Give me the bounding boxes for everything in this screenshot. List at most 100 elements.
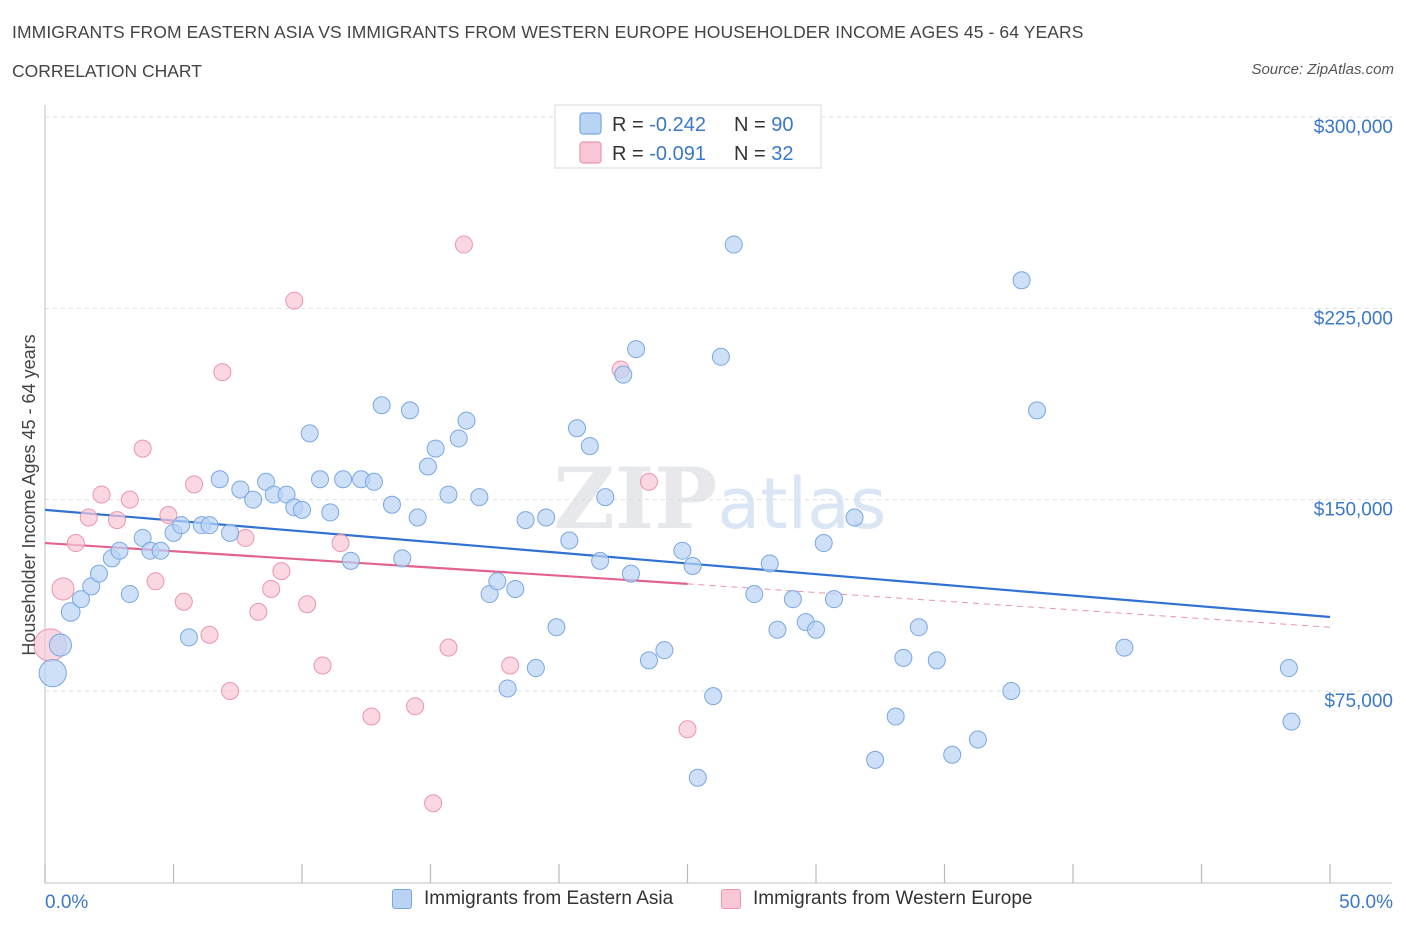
point-eastern-asia-28 (321, 503, 340, 522)
point-western-europe-6 (120, 490, 139, 509)
point-eastern-asia-51 (547, 618, 566, 637)
point-western-europe-13 (213, 363, 232, 382)
legend-top: R = -0.242 N = 90 R = -0.091 N = 32 (554, 104, 822, 169)
point-western-europe-24 (406, 697, 425, 716)
point-western-europe-10 (174, 592, 193, 611)
y-tick-label-0: $75,000 (1324, 691, 1393, 712)
legend-top-row-0: R = -0.242 N = 90 (612, 114, 794, 136)
point-eastern-asia-1 (48, 633, 72, 657)
point-western-europe-26 (439, 638, 458, 657)
point-western-europe-20 (298, 595, 317, 614)
point-eastern-asia-2 (60, 602, 81, 622)
point-eastern-asia-0 (38, 659, 67, 688)
point-eastern-asia-58 (621, 564, 640, 583)
point-eastern-asia-42 (457, 411, 476, 430)
point-eastern-asia-65 (704, 687, 723, 706)
point-eastern-asia-40 (439, 485, 458, 504)
legend-item-eastern-asia[interactable]: Immigrants from Eastern Asia (392, 888, 673, 910)
point-western-europe-2 (66, 534, 85, 553)
point-western-europe-23 (362, 707, 381, 726)
point-eastern-asia-18 (221, 523, 240, 542)
point-eastern-asia-52 (560, 531, 579, 550)
point-eastern-asia-82 (943, 745, 962, 764)
y-axis-label-group: Householder Income Ages 45 - 64 years (19, 334, 39, 655)
point-eastern-asia-66 (711, 347, 730, 366)
point-eastern-asia-48 (516, 511, 535, 530)
point-eastern-asia-77 (866, 750, 885, 769)
point-eastern-asia-76 (845, 508, 864, 527)
point-eastern-asia-67 (724, 235, 743, 254)
point-eastern-asia-26 (300, 424, 319, 443)
point-eastern-asia-11 (151, 541, 170, 560)
point-eastern-asia-47 (506, 579, 525, 598)
point-eastern-asia-62 (673, 541, 692, 560)
point-western-europe-19 (285, 291, 304, 310)
point-eastern-asia-81 (927, 651, 946, 670)
point-eastern-asia-27 (310, 470, 329, 489)
point-western-europe-12 (200, 625, 219, 644)
point-eastern-asia-86 (1028, 401, 1047, 420)
point-eastern-asia-34 (382, 495, 401, 514)
legend-swatch-blue (392, 889, 412, 909)
point-western-europe-7 (133, 439, 152, 458)
point-eastern-asia-16 (200, 516, 219, 535)
point-eastern-asia-89 (1282, 712, 1301, 731)
point-eastern-asia-46 (498, 679, 517, 698)
point-eastern-asia-5 (89, 564, 108, 583)
point-eastern-asia-54 (580, 437, 599, 456)
point-eastern-asia-45 (488, 572, 507, 591)
legend-label-eastern-asia: Immigrants from Eastern Asia (424, 888, 674, 909)
point-eastern-asia-64 (688, 768, 707, 787)
point-western-europe-4 (92, 485, 111, 504)
point-eastern-asia-85 (1012, 271, 1031, 290)
point-eastern-asia-73 (807, 620, 825, 639)
point-eastern-asia-80 (909, 618, 928, 637)
point-eastern-asia-56 (596, 488, 615, 507)
point-eastern-asia-37 (408, 508, 427, 527)
point-eastern-asia-84 (1002, 682, 1021, 700)
legend-top-row-1: R = -0.091 N = 32 (612, 143, 794, 165)
point-western-europe-11 (185, 475, 204, 494)
point-eastern-asia-32 (364, 472, 383, 491)
point-eastern-asia-74 (814, 534, 833, 553)
point-eastern-asia-43 (470, 488, 489, 507)
point-eastern-asia-50 (537, 508, 556, 527)
x-tick-label-0: 0.0% (45, 892, 88, 913)
point-western-europe-18 (272, 562, 291, 581)
point-eastern-asia-38 (418, 457, 437, 476)
point-eastern-asia-13 (172, 516, 191, 535)
trend-line-western-europe-extension (687, 583, 1331, 628)
point-western-europe-9 (159, 505, 178, 524)
legend-top-swatch-1 (579, 141, 602, 164)
point-western-europe-3 (79, 508, 98, 527)
point-eastern-asia-35 (393, 549, 412, 568)
point-western-europe-5 (107, 511, 126, 530)
watermark-text: ZIPatlas (554, 449, 887, 548)
point-eastern-asia-14 (179, 628, 198, 647)
point-western-europe-28 (501, 656, 520, 675)
point-eastern-asia-33 (372, 396, 391, 415)
trend-line-western-europe (44, 541, 688, 585)
point-eastern-asia-57 (614, 365, 633, 384)
legend-item-western-europe[interactable]: Immigrants from Western Europe (721, 888, 1032, 910)
point-eastern-asia-88 (1279, 659, 1298, 678)
watermark: ZIPatlas (554, 449, 887, 548)
source-note: Source: ZipAtlas.com (1251, 61, 1394, 78)
point-eastern-asia-36 (400, 401, 419, 420)
point-eastern-asia-19 (231, 480, 250, 499)
point-western-europe-16 (249, 602, 268, 621)
point-eastern-asia-70 (768, 620, 787, 639)
chart-title: IMMIGRANTS FROM EASTERN ASIA VS IMMIGRAN… (12, 22, 1084, 42)
x-tick-label-1: 50.0% (1339, 892, 1393, 913)
point-western-europe-15 (236, 528, 255, 547)
point-western-europe-1 (51, 577, 75, 601)
legend-label-western-europe: Immigrants from Western Europe (753, 888, 1033, 909)
legend-bottom: Immigrants from Eastern Asia Immigrants … (0, 888, 1406, 918)
point-western-europe-30 (639, 472, 658, 491)
point-eastern-asia-41 (449, 429, 468, 448)
point-eastern-asia-68 (745, 585, 764, 604)
y-tick-label-3: $300,000 (1314, 117, 1393, 138)
point-western-europe-17 (262, 579, 281, 598)
point-eastern-asia-83 (968, 730, 987, 749)
